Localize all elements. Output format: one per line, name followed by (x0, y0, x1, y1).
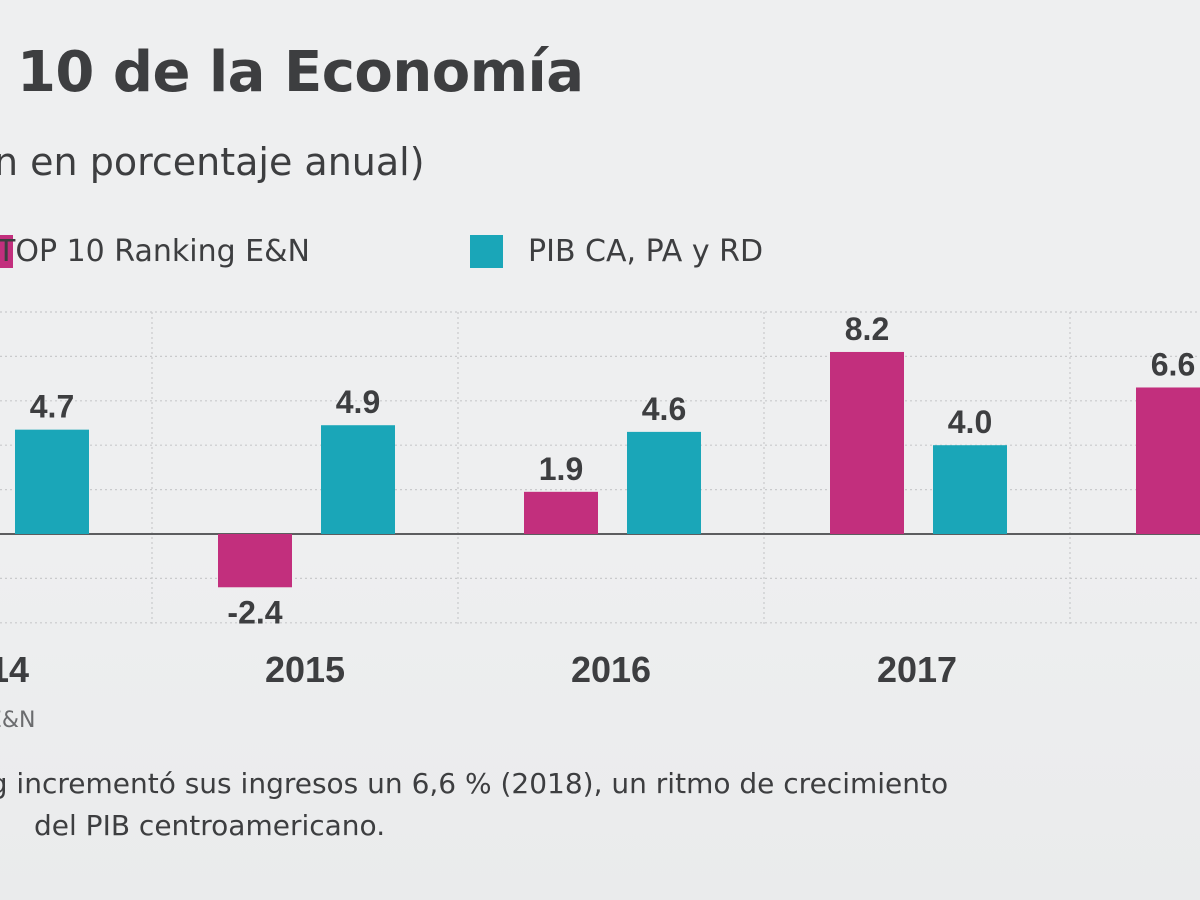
legend-swatch-pib (470, 235, 503, 268)
legend-label-pib: PIB CA, PA y RD (528, 234, 764, 269)
bar-chart: -2.4 1.9 8.2 6.6 4.7 4.9 4.6 4.0 014 2015 2016 2017… (0, 311, 1200, 690)
bar-top10-2015 (218, 534, 292, 588)
data-label: 4.0 (948, 404, 992, 440)
bar-top10-2018 (1136, 387, 1200, 534)
data-label: 4.9 (336, 384, 380, 420)
chart-subtitle: n en porcentaje anual) (0, 140, 425, 184)
bar-pib-2017 (933, 445, 1007, 534)
footnote-line-1: ng incrementó sus ingresos un 6,6 % (201… (0, 767, 949, 800)
data-label: 4.6 (642, 391, 686, 427)
x-tick-label: 2016 (571, 649, 651, 690)
data-label: 1.9 (539, 451, 583, 487)
chart-title: o 10 de la Economía (0, 40, 584, 105)
legend: TOP 10 Ranking E&N PIB CA, PA y RD (0, 232, 1200, 272)
data-label: -2.4 (227, 594, 282, 630)
x-tick-label: 2017 (877, 649, 957, 690)
bar-pib-2014 (15, 429, 89, 534)
bar-top10-2016 (524, 491, 598, 534)
x-tick-label: 014 (0, 649, 29, 690)
footnote-line-2: del PIB centroamericano. (34, 809, 386, 842)
bar-top10-2017 (830, 351, 904, 534)
data-label: 8.2 (845, 311, 889, 347)
bar-pib-2015 (321, 425, 395, 534)
source-credit: E&N (0, 708, 36, 733)
x-tick-label: 2015 (265, 649, 345, 690)
legend-label-top10: TOP 10 Ranking E&N (0, 234, 310, 269)
data-label: 4.7 (30, 389, 74, 425)
bar-pib-2016 (627, 431, 701, 534)
footnote: ng incrementó sus ingresos un 6,6 % (201… (0, 763, 948, 847)
data-label: 6.6 (1151, 346, 1195, 382)
legend-swatch-top10 (0, 235, 13, 268)
